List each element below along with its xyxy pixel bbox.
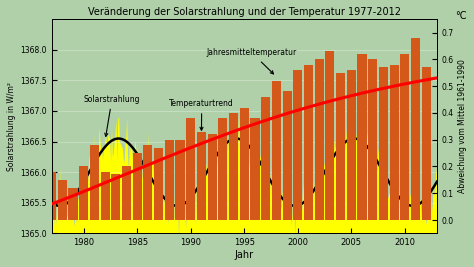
Bar [379, 67, 388, 220]
Text: °C: °C [456, 11, 467, 21]
Bar [111, 174, 120, 220]
Bar [422, 67, 431, 220]
Bar [400, 54, 410, 220]
Bar [79, 166, 88, 220]
Bar [346, 70, 356, 220]
Bar [219, 118, 228, 220]
Bar [154, 148, 163, 220]
Bar [175, 140, 184, 220]
Y-axis label: Abweichung vom Mittel 1961-1990: Abweichung vom Mittel 1961-1990 [458, 59, 467, 193]
Bar [336, 73, 345, 220]
Bar [90, 145, 99, 220]
Bar [390, 65, 399, 220]
Bar [283, 91, 292, 220]
Bar [68, 188, 78, 220]
Bar [197, 132, 206, 220]
Bar [368, 59, 377, 220]
Title: Veränderung der Solarstrahlung und der Temperatur 1977-2012: Veränderung der Solarstrahlung und der T… [88, 7, 401, 17]
Bar [47, 172, 56, 220]
Bar [100, 172, 109, 220]
Bar [229, 113, 238, 220]
Text: Jahresmitteltemperatur: Jahresmitteltemperatur [207, 48, 297, 74]
Bar [133, 153, 142, 220]
Bar [208, 134, 217, 220]
Bar [315, 59, 324, 220]
Bar [58, 180, 67, 220]
Bar [122, 166, 131, 220]
Bar [272, 81, 281, 220]
Bar [240, 108, 249, 220]
Text: Temperaturtrend: Temperaturtrend [169, 99, 234, 130]
Bar [143, 145, 153, 220]
Bar [304, 65, 313, 220]
Bar [411, 38, 420, 220]
Bar [261, 97, 270, 220]
Bar [250, 118, 259, 220]
X-axis label: Jahr: Jahr [235, 250, 254, 260]
Text: Solarstrahlung: Solarstrahlung [84, 95, 140, 136]
Bar [357, 54, 366, 220]
Bar [186, 118, 195, 220]
Bar [293, 70, 302, 220]
Y-axis label: Solarstrahlung in W/m²: Solarstrahlung in W/m² [7, 82, 16, 171]
Bar [165, 140, 174, 220]
Bar [325, 51, 335, 220]
